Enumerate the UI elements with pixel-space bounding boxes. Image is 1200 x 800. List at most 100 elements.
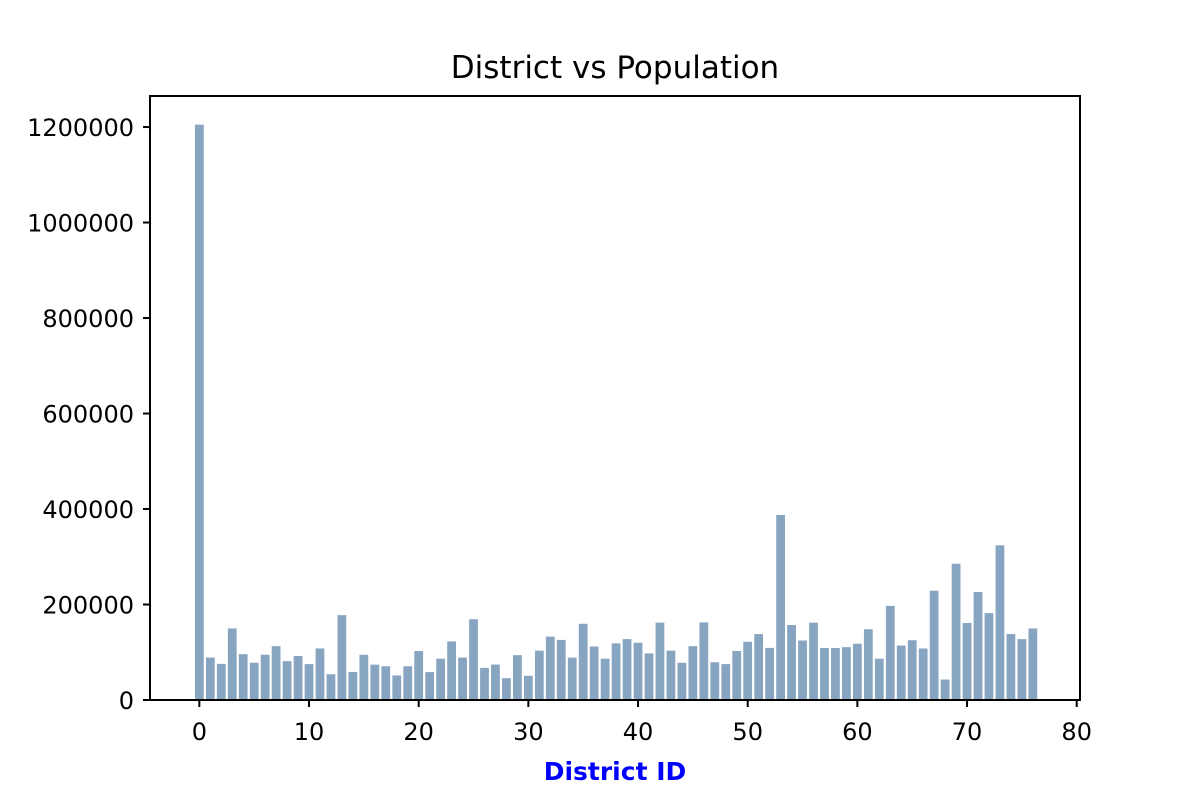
x-tick-label: 30 xyxy=(513,718,544,746)
bar-district-68 xyxy=(940,679,950,700)
bar-district-3 xyxy=(227,628,237,700)
x-tick-label: 50 xyxy=(732,718,763,746)
x-tick-label: 10 xyxy=(294,718,325,746)
bar-district-8 xyxy=(282,661,292,700)
bar-district-19 xyxy=(403,666,413,700)
bar-district-43 xyxy=(666,650,676,700)
bar-district-20 xyxy=(414,651,424,700)
x-tick-label: 80 xyxy=(1061,718,1092,746)
bar-district-39 xyxy=(622,639,632,700)
bar-district-60 xyxy=(852,643,862,700)
bar-district-40 xyxy=(633,642,643,700)
bar-district-31 xyxy=(534,650,544,700)
bar-district-69 xyxy=(951,563,961,700)
y-axis-ticks: 0 200000 400000 600000 800000 1000000 1200000 xyxy=(27,114,150,715)
bars-group xyxy=(194,124,1038,701)
bar-district-33 xyxy=(556,639,566,700)
bar-district-0 xyxy=(194,124,204,701)
bar-district-42 xyxy=(655,622,665,700)
bar-district-22 xyxy=(436,658,446,700)
bar-district-62 xyxy=(874,658,884,700)
bar-district-18 xyxy=(392,675,402,700)
bar-district-7 xyxy=(271,646,281,700)
y-tick-label: 1200000 xyxy=(27,114,134,142)
bar-district-13 xyxy=(337,615,347,700)
bar-district-70 xyxy=(962,623,972,700)
x-axis-ticks: 0 10 20 30 40 50 60 70 80 xyxy=(192,700,1092,746)
bar-district-76 xyxy=(1028,628,1038,700)
bar-district-4 xyxy=(238,654,248,700)
bar-district-30 xyxy=(523,675,533,700)
bar-district-73 xyxy=(995,545,1005,700)
y-tick-label: 200000 xyxy=(42,592,134,620)
bar-district-50 xyxy=(743,641,753,700)
bar-district-66 xyxy=(918,648,928,700)
y-tick-label: 800000 xyxy=(42,305,134,333)
bar-district-65 xyxy=(907,640,917,700)
bar-district-1 xyxy=(205,657,215,700)
bar-district-24 xyxy=(458,657,467,700)
bar-district-12 xyxy=(326,674,336,700)
bar-district-48 xyxy=(721,664,731,700)
bar-district-2 xyxy=(216,663,226,700)
bar-district-67 xyxy=(929,590,939,700)
bar-district-17 xyxy=(381,666,391,700)
y-tick-label: 0 xyxy=(119,687,134,715)
bar-district-36 xyxy=(589,646,599,700)
bar-district-14 xyxy=(348,671,358,700)
bar-district-15 xyxy=(359,654,369,700)
bar-district-21 xyxy=(425,672,435,700)
bar-district-55 xyxy=(798,640,807,700)
y-tick-label: 600000 xyxy=(42,401,134,429)
bar-district-56 xyxy=(809,622,818,700)
bar-district-51 xyxy=(754,634,764,700)
bar-district-71 xyxy=(973,592,983,700)
bar-district-58 xyxy=(831,648,840,700)
bar-district-44 xyxy=(677,662,687,700)
x-tick-label: 70 xyxy=(952,718,983,746)
bar-district-34 xyxy=(567,657,577,700)
bar-district-57 xyxy=(820,648,829,700)
bar-district-29 xyxy=(513,655,522,700)
bar-district-25 xyxy=(469,619,478,700)
y-tick-label: 400000 xyxy=(42,496,134,524)
bar-district-63 xyxy=(885,605,895,700)
bar-district-47 xyxy=(710,662,720,700)
bar-district-26 xyxy=(480,667,489,700)
bar-district-23 xyxy=(447,641,456,700)
bar-district-28 xyxy=(502,678,511,700)
bar-district-54 xyxy=(787,625,796,700)
bar-district-64 xyxy=(896,645,906,700)
bar-district-52 xyxy=(765,647,775,700)
y-tick-label: 1000000 xyxy=(27,210,134,238)
x-tick-label: 0 xyxy=(192,718,207,746)
chart-title: District vs Population xyxy=(451,50,779,86)
bar-district-41 xyxy=(644,653,654,700)
bar-district-6 xyxy=(260,654,270,700)
bar-district-72 xyxy=(984,613,994,700)
bar-district-9 xyxy=(293,656,303,700)
bar-district-35 xyxy=(578,623,588,700)
bar-district-10 xyxy=(304,664,314,700)
x-tick-label: 20 xyxy=(403,718,434,746)
bar-district-16 xyxy=(370,664,380,700)
x-tick-label: 60 xyxy=(842,718,873,746)
bar-district-74 xyxy=(1006,634,1016,700)
bar-district-45 xyxy=(688,646,698,700)
bar-district-5 xyxy=(249,662,259,700)
bar-district-32 xyxy=(545,636,555,700)
x-tick-label: 40 xyxy=(623,718,654,746)
bar-district-37 xyxy=(600,658,610,700)
bar-district-75 xyxy=(1017,639,1027,700)
bar-district-59 xyxy=(842,647,851,700)
bar-district-61 xyxy=(863,629,873,700)
bar-district-49 xyxy=(732,651,742,700)
x-axis-label: District ID xyxy=(544,757,687,786)
plot-frame xyxy=(149,95,1081,701)
bar-district-11 xyxy=(315,648,325,700)
bar-district-46 xyxy=(699,622,709,700)
bar-district-53 xyxy=(776,514,785,700)
bar-district-27 xyxy=(491,664,500,700)
bar-district-38 xyxy=(611,643,621,700)
